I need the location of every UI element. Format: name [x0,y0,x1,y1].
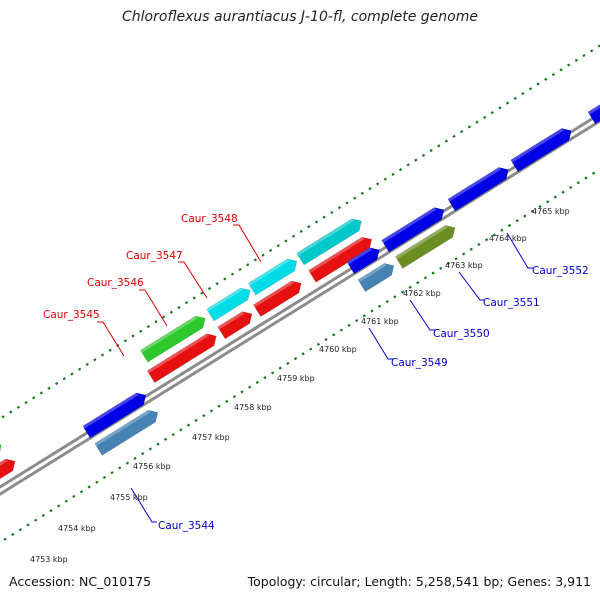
leader-line [506,232,533,269]
label-leaders [97,224,533,523]
gene-block-caur-3545 [139,315,206,363]
gene-block-caur-3552 [510,128,572,173]
gene-block-caur-3551 [447,167,509,212]
gene-label-caur-3545: Caur_3545 [43,309,100,321]
gene-label-caur-3550: Caur_3550 [433,328,490,340]
tick-label: 4758 kbp [234,403,272,412]
gene-block-red-a [146,333,217,384]
leader-line [409,299,435,331]
gene-block-caur-3550 [394,225,456,269]
gene-label-caur-3552: Caur_3552 [532,265,589,277]
map-title: Chloroflexus aurantiacus J-10-fl, comple… [122,9,478,25]
gene-block-left-red [0,458,16,480]
gene-block-caur-3547 [247,258,298,296]
gene-label-caur-3546: Caur_3546 [87,277,144,289]
gene-block-blue-c [381,207,445,253]
gene-label-caur-3549: Caur_3549 [391,357,448,369]
leader-line [130,487,157,523]
gene-block-blue-d [587,104,600,125]
tick-labels: 4753 kbp 4754 kbp 4755 kbp 4756 kbp 4757 kbp… [30,207,570,564]
gene-block-left-green [0,444,2,453]
tick-label: 4755 kbp [110,493,148,502]
tick-label: 4764 kbp [489,234,527,243]
genome-summary: Topology: circular; Length: 5,258,541 bp… [247,574,591,589]
gene-block-caur-3548 [296,218,362,266]
leader-line [233,224,262,263]
gene-block-caur-3549 [357,263,395,293]
tick-label: 4763 kbp [445,261,483,270]
gene-label-caur-3547: Caur_3547 [126,250,183,262]
tick-label: 4760 kbp [319,345,357,354]
leader-line [97,321,125,357]
gene-block-red-b [217,311,253,340]
tick-label: 4757 kbp [192,433,230,442]
gene-block-caur-3544 [94,409,159,456]
gene-block-caur-3546 [206,287,251,322]
leader-line [139,289,168,327]
gene-labels: Caur_3545 Caur_3546 Caur_3547 Caur_3548 Caur… [43,213,589,532]
gene-blocks [0,104,600,480]
ring-inner [0,167,600,544]
tick-label: 4753 kbp [30,555,68,564]
backbone-inner [0,119,600,496]
tick-label: 4761 kbp [361,317,399,326]
ring-outer [0,44,600,421]
tick-label: 4762 kbp [403,289,441,298]
gene-label-caur-3548: Caur_3548 [181,213,238,225]
tick-label: 4754 kbp [58,524,96,533]
tick-label: 4759 kbp [277,374,315,383]
leader-line [458,271,485,301]
gene-block-red-c [252,280,302,318]
leader-line [178,261,208,299]
tick-label: 4765 kbp [532,207,570,216]
gene-block-blue-b [346,247,380,275]
accession-text: Accession: NC_010175 [9,574,152,589]
tick-label: 4756 kbp [133,462,171,471]
gene-block-blue-a [82,392,147,439]
gene-label-caur-3551: Caur_3551 [483,297,540,309]
leader-line [368,327,393,360]
gene-label-caur-3544: Caur_3544 [158,520,215,532]
gene-block-red-d [308,236,373,283]
